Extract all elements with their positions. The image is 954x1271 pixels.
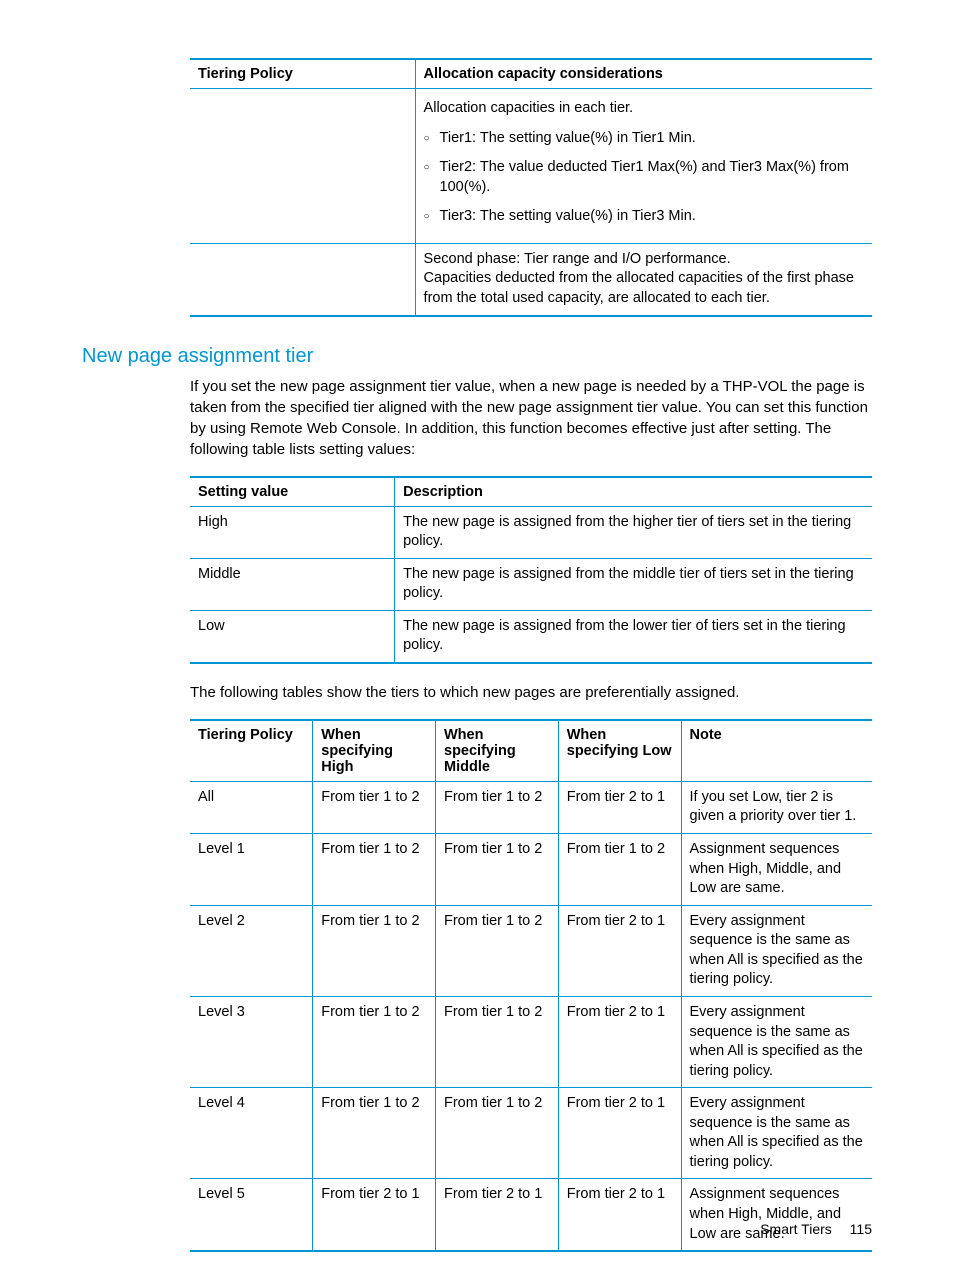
table-row: Level 2From tier 1 to 2From tier 1 to 2F… [190,905,872,996]
table-cell: From tier 2 to 1 [558,905,681,996]
table-cell: From tier 1 to 2 [313,996,436,1087]
table-row: Level 1From tier 1 to 2From tier 1 to 2F… [190,834,872,906]
table-cell: From tier 1 to 2 [436,834,559,906]
table-cell: Assignment sequences when High, Middle, … [681,1179,872,1251]
body-paragraph: The following tables show the tiers to w… [190,682,872,703]
tier-list: Tier1: The setting value(%) in Tier1 Min… [424,129,864,227]
table-row: LowThe new page is assigned from the low… [190,610,872,663]
table-cell: From tier 2 to 1 [558,1179,681,1251]
table-cell: Level 2 [190,905,313,996]
setting-value-table: Setting value Description HighThe new pa… [190,476,872,664]
list-item: Tier3: The setting value(%) in Tier3 Min… [440,207,864,227]
table-cell: Every assignment sequence is the same as… [681,996,872,1087]
table-cell: From tier 1 to 2 [313,905,436,996]
table-cell: From tier 1 to 2 [558,834,681,906]
list-item: Tier2: The value deducted Tier1 Max(%) a… [440,158,864,197]
table-cell: From tier 1 to 2 [436,996,559,1087]
body-paragraph: If you set the new page assignment tier … [190,376,872,460]
footer-title: Smart Tiers [760,1221,832,1237]
table-row: Level 4From tier 1 to 2From tier 1 to 2F… [190,1088,872,1179]
table-cell: Middle [190,558,395,610]
table-header: Setting value [190,477,395,507]
table-row: HighThe new page is assigned from the hi… [190,506,872,558]
table-header: Note [681,720,872,782]
table-header: Tiering Policy [190,720,313,782]
table-row: Level 3From tier 1 to 2From tier 1 to 2F… [190,996,872,1087]
table-cell: From tier 1 to 2 [436,781,559,833]
table-header: When specifying Low [558,720,681,782]
table-row: Level 5From tier 2 to 1From tier 2 to 1F… [190,1179,872,1251]
table-cell: From tier 1 to 2 [313,781,436,833]
table-cell: From tier 1 to 2 [313,834,436,906]
cell-text: Allocation capacities in each tier. [424,99,864,119]
table-header: When specifying High [313,720,436,782]
tiering-policy-table-continued: Tiering Policy Allocation capacity consi… [190,58,872,317]
table-header: When specifying Middle [436,720,559,782]
table-cell: All [190,781,313,833]
table-cell: From tier 2 to 1 [313,1179,436,1251]
table-cell: Level 3 [190,996,313,1087]
table-cell: Level 4 [190,1088,313,1179]
table-row: AllFrom tier 1 to 2From tier 1 to 2From … [190,781,872,833]
table-cell: From tier 1 to 2 [436,905,559,996]
table-cell: The new page is assigned from the middle… [395,558,872,610]
table-cell: Every assignment sequence is the same as… [681,905,872,996]
table-cell: High [190,506,395,558]
table-cell: From tier 2 to 1 [558,1088,681,1179]
table-cell: From tier 2 to 1 [558,781,681,833]
table-header: Description [395,477,872,507]
table-cell: Assignment sequences when High, Middle, … [681,834,872,906]
table-cell: The new page is assigned from the higher… [395,506,872,558]
table-row: MiddleThe new page is assigned from the … [190,558,872,610]
list-item: Tier1: The setting value(%) in Tier1 Min… [440,129,864,149]
cell-text: Capacities deducted from the allocated c… [424,269,864,308]
cell-text: Second phase: Tier range and I/O perform… [424,250,864,270]
table-row: Allocation capacities in each tier. Tier… [190,89,872,244]
table-header: Tiering Policy [190,59,415,89]
table-cell: Level 1 [190,834,313,906]
table-cell: Every assignment sequence is the same as… [681,1088,872,1179]
table-cell: From tier 1 to 2 [313,1088,436,1179]
table-cell: From tier 1 to 2 [436,1088,559,1179]
table-cell: From tier 2 to 1 [558,996,681,1087]
table-cell: If you set Low, tier 2 is given a priori… [681,781,872,833]
table-cell: Level 5 [190,1179,313,1251]
table-header: Allocation capacity considerations [415,59,872,89]
table-cell: Low [190,610,395,663]
page-footer: Smart Tiers 115 [760,1221,872,1237]
page-number: 115 [850,1221,872,1237]
tier-assignment-table: Tiering Policy When specifying High When… [190,719,872,1252]
table-cell: The new page is assigned from the lower … [395,610,872,663]
table-row: Second phase: Tier range and I/O perform… [190,243,872,315]
section-heading: New page assignment tier [82,345,872,368]
table-cell: From tier 2 to 1 [436,1179,559,1251]
